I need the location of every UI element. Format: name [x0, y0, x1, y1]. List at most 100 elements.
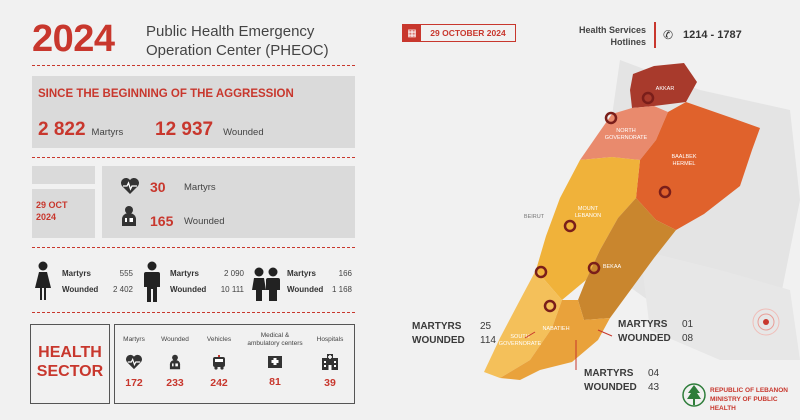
lebanon-map: AKKAR NORTH GOVERNORATE BAALBEK HERMEL B… [484, 60, 800, 380]
background-land [640, 250, 800, 360]
org-name: Public Health Emergency Operation Center… [146, 22, 329, 60]
callout-south-martyrs-value: 25 [480, 321, 492, 332]
divider [32, 247, 355, 248]
children-wounded-label: Wounded [287, 285, 324, 294]
callout-nabatieh: MARTYRS 04 WOUNDED 43 [584, 367, 659, 395]
hs-wounded: Wounded 233 [156, 336, 194, 389]
women-martyrs-label: Martyrs [62, 269, 91, 278]
hs-vehicles: Vehicles 242 [200, 336, 238, 389]
daily-date: 29 OCT 2024 [36, 199, 68, 223]
region-nabatieh [500, 300, 610, 380]
label-mount-2: LEBANON [575, 213, 601, 219]
men-values: 2 090 10 111 [208, 266, 244, 298]
hs-centers: Medical & ambulatory centers 81 [244, 332, 306, 388]
children-labels: Martyrs Wounded [287, 266, 347, 298]
divider [32, 312, 355, 313]
callout-nabatieh-martyrs-value: 04 [648, 368, 660, 379]
man-icon [143, 261, 161, 308]
daily-date-line1: 29 OCT [36, 200, 68, 210]
callout-nabatieh-wounded-label: WOUNDED [584, 382, 637, 393]
hotlines-label-line2: Hotlines [610, 37, 646, 47]
date-text: 29 OCTOBER 2024 [430, 28, 506, 38]
hospital-icon [321, 353, 339, 375]
children-values: 166 1 168 [318, 266, 352, 298]
region-akkar [630, 63, 697, 108]
hs-centers-value: 81 [269, 376, 281, 388]
woman-icon [34, 261, 52, 306]
callout-south: MARTYRS 25 WOUNDED 114 [412, 320, 496, 348]
since-wounded: 12 937 Wounded [155, 119, 264, 141]
women-martyrs-value: 555 [119, 269, 133, 278]
region-bekaa [578, 198, 676, 320]
label-north-2: GOVERNORATE [605, 135, 648, 141]
since-martyrs-label: Martyrs [91, 127, 124, 138]
hs-hospitals: Hospitals 39 [310, 336, 350, 389]
label-mount-1: MOUNT [578, 206, 599, 212]
since-martyrs: 2 822 Martyrs [38, 119, 123, 141]
children-martyrs-label: Martyrs [287, 269, 316, 278]
daily-date-panel [32, 189, 95, 238]
callout-south-wounded-label: WOUNDED [412, 335, 465, 346]
children-icon [251, 266, 281, 307]
callout-bekaa-martyrs-value: 01 [682, 319, 694, 330]
callout-line [597, 329, 613, 337]
label-baalbek-2: HERMEL [673, 161, 696, 167]
hotline-number[interactable]: 1214 - 1787 [683, 29, 742, 41]
org-name-line1: Public Health Emergency [146, 23, 315, 40]
men-martyrs-value: 2 090 [223, 269, 244, 278]
health-sector-title-box [30, 324, 110, 404]
ministry-logo-text: REPUBLIC OF LEBANON MINISTRY OF PUBLIC H… [710, 386, 800, 413]
hs-hospitals-value: 39 [324, 376, 336, 389]
callout-bekaa: MARTYRS 01 WOUNDED 08 [618, 318, 693, 346]
health-sector-panel [114, 324, 355, 404]
daily-martyrs-value: 30 [150, 179, 166, 195]
logo-line1: REPUBLIC OF LEBANON [710, 387, 788, 394]
calendar-icon: ▦ [403, 24, 421, 42]
label-south-2: GOVERNORATE [499, 341, 542, 347]
women-labels: Martyrs Wounded [62, 266, 122, 298]
women-wounded-label: Wounded [62, 285, 99, 294]
since-title: SINCE THE BEGINNING OF THE AGGRESSION [38, 88, 294, 100]
health-sector-title-line2: SECTOR [36, 363, 104, 380]
label-baalbek-1: BAALBEK [671, 154, 696, 160]
callout-bekaa-martyrs-label: MARTYRS [618, 319, 668, 330]
ambulance-icon [211, 354, 227, 375]
daily-wounded-label: Wounded [184, 216, 225, 227]
divider [32, 157, 355, 158]
callout-line [524, 331, 536, 339]
hs-hospitals-label: Hospitals [316, 336, 344, 343]
cedar-logo-icon [682, 380, 706, 415]
hs-wounded-label: Wounded [161, 336, 189, 343]
hotlines-label: Health Services Hotlines [560, 24, 646, 48]
daily-date-line2: 2024 [36, 212, 57, 222]
org-name-line2: Operation Center (PHEOC) [146, 42, 329, 59]
men-martyrs-label: Martyrs [170, 269, 199, 278]
since-panel [32, 76, 355, 148]
wounded-person-icon [168, 354, 182, 375]
since-martyrs-value: 2 822 [38, 119, 86, 140]
heart-icon [125, 354, 143, 375]
logo-line2: MINISTRY OF PUBLIC HEALTH [710, 396, 778, 412]
health-sector-title-line1: HEALTH [38, 344, 102, 361]
callout-south-wounded-value: 114 [480, 335, 496, 346]
wounded-person-icon [120, 205, 138, 232]
phone-icon: ✆ [663, 28, 674, 42]
label-north-1: NORTH [616, 128, 635, 134]
men-wounded-label: Wounded [170, 285, 207, 294]
heart-monitor-icon [120, 177, 140, 200]
hs-vehicles-value: 242 [210, 376, 228, 389]
since-wounded-label: Wounded [223, 127, 264, 138]
year-title: 2024 [32, 18, 115, 60]
label-akkar: AKKAR [656, 86, 675, 92]
women-wounded-value: 2 402 [112, 285, 133, 294]
men-wounded-value: 10 111 [220, 285, 244, 294]
hs-martyrs-value: 172 [125, 376, 143, 389]
callout-nabatieh-wounded-value: 43 [648, 382, 660, 393]
label-bekaa: BEKAA [603, 264, 622, 270]
daily-martyrs-label: Martyrs [184, 182, 216, 193]
hotline-separator [654, 22, 656, 48]
alert-ripple-icon [752, 308, 780, 336]
daily-wounded-value: 165 [150, 213, 174, 229]
hs-martyrs: Martyrs 172 [117, 336, 151, 389]
label-nabatieh: NABATIEH [542, 326, 569, 332]
